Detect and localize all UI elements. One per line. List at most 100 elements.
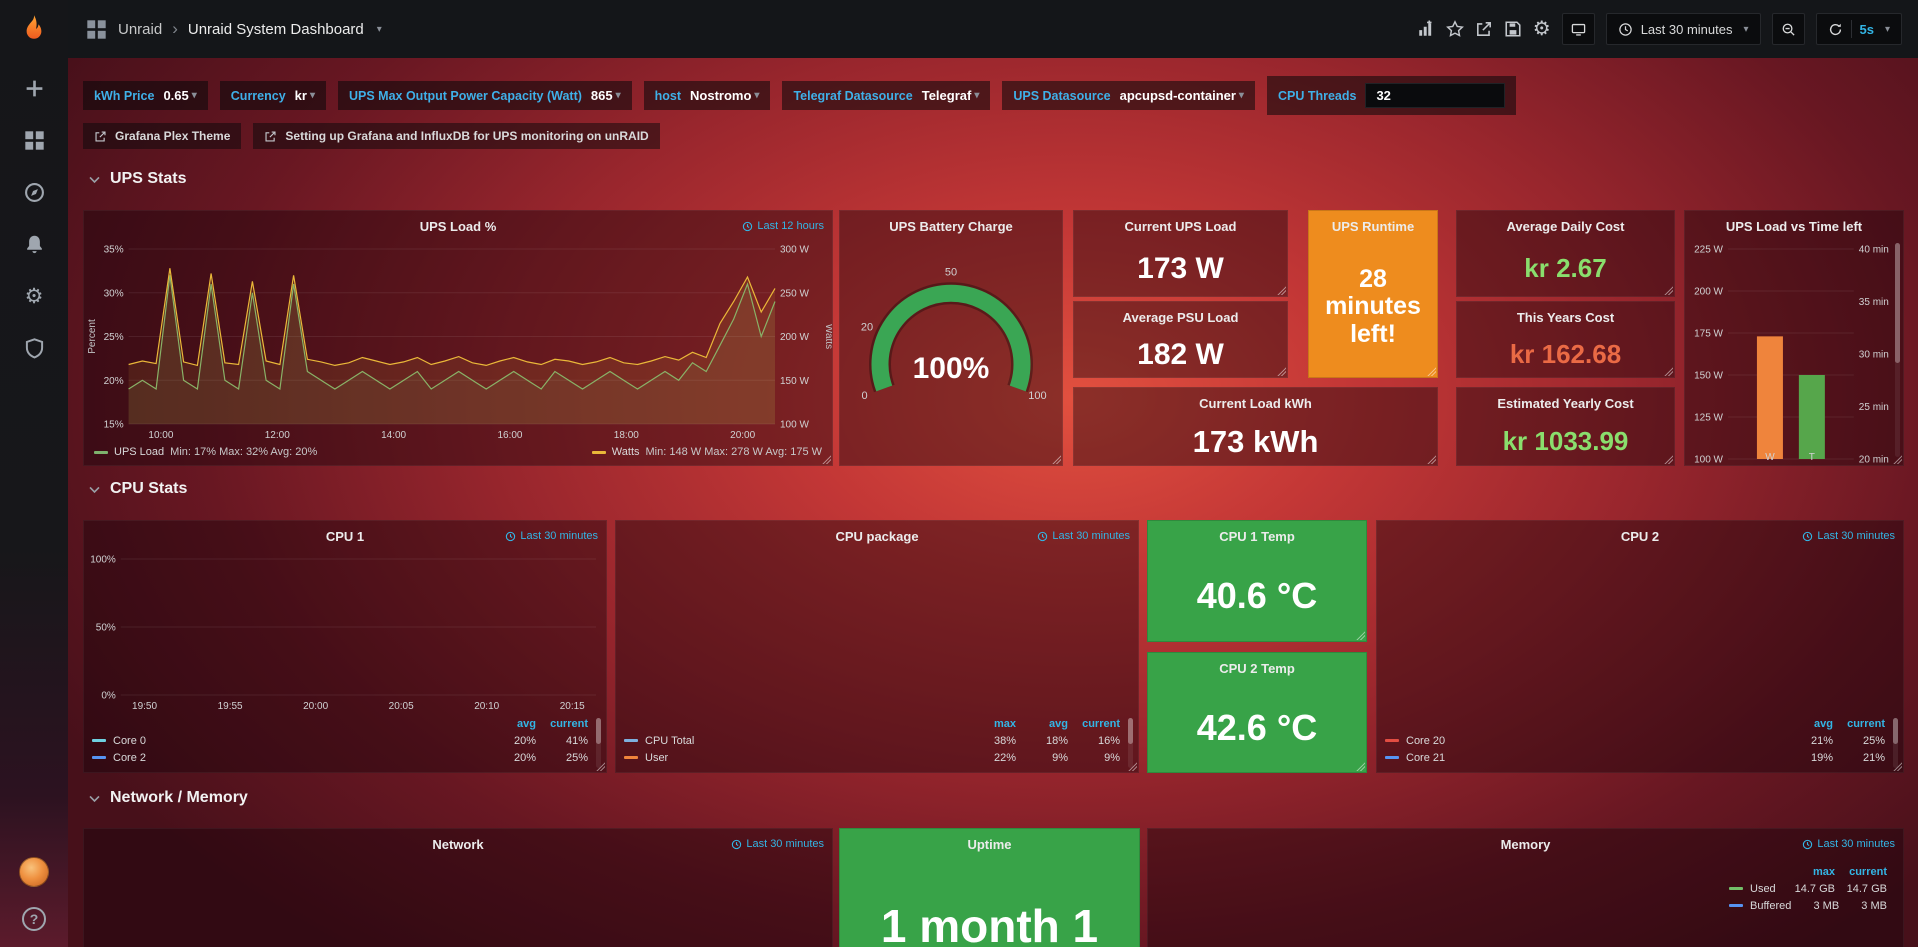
panel-title: Current Load kWh bbox=[1199, 395, 1312, 411]
legend-column-header[interactable]: current bbox=[1849, 865, 1887, 878]
panel-header[interactable]: Current UPS Load bbox=[1074, 211, 1287, 241]
zoom-out-button[interactable] bbox=[1771, 13, 1805, 45]
time-range-picker[interactable]: Last 30 minutes ▾ bbox=[1605, 13, 1761, 45]
grafana-logo-icon[interactable] bbox=[14, 10, 54, 50]
refresh-interval-label[interactable]: 5s bbox=[1859, 21, 1874, 37]
panel-header[interactable]: Network Last 30 minutes bbox=[84, 829, 832, 859]
series-marker bbox=[1385, 739, 1399, 742]
legend-item[interactable]: UPS Load Min: 17% Max: 32% Avg: 20% bbox=[94, 446, 317, 458]
panel-header[interactable]: CPU 2 Last 30 minutes bbox=[1377, 521, 1903, 551]
resize-handle[interactable] bbox=[822, 455, 831, 464]
legend-series-name[interactable]: Used bbox=[1729, 883, 1783, 895]
resize-handle[interactable] bbox=[1664, 286, 1673, 295]
memory-legend: max current Used 14.7 GB 14.7 GB Buffered 3 MB… bbox=[1727, 859, 1903, 947]
variable-value-dropdown[interactable]: 0.65 ▾ bbox=[163, 88, 197, 103]
panel-header[interactable]: This Years Cost bbox=[1457, 302, 1674, 332]
resize-handle[interactable] bbox=[1277, 367, 1286, 376]
panel-header[interactable]: UPS Load vs Time left bbox=[1685, 211, 1903, 241]
legend-column-header[interactable]: max bbox=[993, 717, 1016, 730]
variable-input[interactable]: 32 bbox=[1365, 83, 1506, 108]
legend-series-name[interactable]: User bbox=[624, 752, 964, 764]
panel-header[interactable]: UPS Runtime bbox=[1309, 211, 1437, 241]
legend-column-header[interactable]: avg bbox=[1814, 717, 1833, 730]
resize-handle[interactable] bbox=[1427, 455, 1436, 464]
legend-scrollbar[interactable] bbox=[1893, 718, 1898, 768]
row-header-network-memory[interactable]: Network / Memory bbox=[88, 789, 248, 807]
resize-handle[interactable] bbox=[1052, 455, 1061, 464]
resize-handle[interactable] bbox=[1277, 286, 1286, 295]
resize-handle[interactable] bbox=[1664, 367, 1673, 376]
variable-value-dropdown[interactable]: Nostromo ▾ bbox=[690, 88, 760, 103]
variable-value-dropdown[interactable]: Telegraf ▾ bbox=[921, 88, 980, 103]
explore-compass-icon[interactable] bbox=[22, 180, 46, 204]
help-icon[interactable]: ? bbox=[22, 907, 46, 931]
variable-chip: kWh Price 0.65 ▾ bbox=[83, 81, 208, 110]
row-header-cpu-stats[interactable]: CPU Stats bbox=[88, 480, 187, 498]
legend-series-name[interactable]: Core 2 bbox=[92, 752, 484, 764]
variable-value-dropdown[interactable]: 865 ▾ bbox=[590, 88, 621, 103]
save-icon[interactable] bbox=[1504, 20, 1522, 38]
resize-handle[interactable] bbox=[1893, 455, 1902, 464]
refresh-button[interactable]: 5s ▾ bbox=[1815, 13, 1902, 45]
panel-header[interactable]: Average PSU Load bbox=[1074, 302, 1287, 332]
resize-handle[interactable] bbox=[1128, 762, 1137, 771]
resize-handle[interactable] bbox=[1356, 631, 1365, 640]
dashboard-title[interactable]: Unraid System Dashboard bbox=[187, 20, 364, 38]
legend-series-name[interactable]: Core 20 bbox=[1385, 735, 1781, 747]
panel-header[interactable]: CPU 2 Temp bbox=[1148, 653, 1366, 683]
resize-handle[interactable] bbox=[1356, 762, 1365, 771]
legend-series-name[interactable]: CPU Total bbox=[624, 735, 964, 747]
svg-text:200 W: 200 W bbox=[1694, 287, 1723, 298]
create-plus-icon[interactable] bbox=[22, 76, 46, 100]
legend-column-header[interactable]: current bbox=[1847, 717, 1885, 730]
resize-handle[interactable] bbox=[1427, 367, 1436, 376]
configuration-gear-icon[interactable]: ⚙ bbox=[24, 284, 44, 308]
legend-column-header[interactable]: avg bbox=[517, 717, 536, 730]
variable-value-dropdown[interactable]: apcupsd-container ▾ bbox=[1119, 88, 1244, 103]
legend-column-header[interactable]: current bbox=[550, 717, 588, 730]
breadcrumb-root[interactable]: Unraid bbox=[118, 20, 163, 38]
legend-scrollbar[interactable] bbox=[596, 718, 601, 768]
star-icon[interactable] bbox=[1445, 20, 1464, 38]
user-avatar[interactable] bbox=[19, 857, 49, 887]
resize-handle[interactable] bbox=[1893, 762, 1902, 771]
panel-header[interactable]: CPU 1 Last 30 minutes bbox=[84, 521, 606, 551]
dashboard-title-caret-icon[interactable]: ▾ bbox=[376, 23, 382, 35]
alerting-bell-icon[interactable] bbox=[22, 232, 46, 256]
admin-shield-icon[interactable] bbox=[22, 336, 46, 360]
add-panel-icon[interactable] bbox=[1417, 20, 1435, 38]
panel-header[interactable]: Current Load kWh bbox=[1074, 388, 1437, 418]
settings-gear-icon[interactable]: ⚙ bbox=[1532, 18, 1551, 40]
panel-header[interactable]: Memory Last 30 minutes bbox=[1148, 829, 1903, 859]
panel-header[interactable]: CPU 1 Temp bbox=[1148, 521, 1366, 551]
legend-column-header[interactable]: current bbox=[1082, 717, 1120, 730]
panel-header[interactable]: UPS Load % Last 12 hours bbox=[84, 211, 832, 241]
share-icon[interactable] bbox=[1475, 20, 1493, 38]
panel-header[interactable]: Average Daily Cost bbox=[1457, 211, 1674, 241]
legend-series-name[interactable]: Core 0 bbox=[92, 735, 484, 747]
legend-column-header[interactable]: max bbox=[1812, 865, 1835, 878]
svg-text:100 W: 100 W bbox=[1694, 455, 1723, 466]
panel-header[interactable]: UPS Battery Charge bbox=[840, 211, 1062, 241]
legend-item[interactable]: Watts Min: 148 W Max: 278 W Avg: 175 W bbox=[591, 446, 822, 458]
row-header-ups-stats[interactable]: UPS Stats bbox=[88, 170, 186, 188]
panel-title: UPS Battery Charge bbox=[889, 218, 1013, 234]
legend-column-header[interactable]: avg bbox=[1049, 717, 1068, 730]
panel-header[interactable]: Estimated Yearly Cost bbox=[1457, 388, 1674, 418]
legend-series-name[interactable]: Buffered bbox=[1729, 900, 1791, 912]
panel-header[interactable]: Uptime bbox=[840, 829, 1139, 859]
legend-series-name[interactable]: Core 21 bbox=[1385, 752, 1781, 764]
panel-header[interactable]: CPU package Last 30 minutes bbox=[616, 521, 1138, 551]
dashboards-icon[interactable] bbox=[22, 128, 46, 152]
resize-handle[interactable] bbox=[1664, 455, 1673, 464]
dashboard-link[interactable]: Setting up Grafana and InfluxDB for UPS … bbox=[253, 123, 660, 149]
panel-scrollbar[interactable] bbox=[1895, 243, 1900, 457]
refresh-caret-icon[interactable]: ▾ bbox=[1884, 23, 1890, 35]
resize-handle[interactable] bbox=[596, 762, 605, 771]
cycle-view-button[interactable] bbox=[1561, 13, 1595, 45]
dashboard-link[interactable]: Grafana Plex Theme bbox=[83, 123, 242, 149]
ups-bar-chart: 225 W 200 W 175 W 150 W 125 W 100 W 40 min 35 m… bbox=[1685, 241, 1903, 466]
legend-scrollbar[interactable] bbox=[1128, 718, 1133, 768]
svg-text:20:15: 20:15 bbox=[560, 701, 585, 712]
variable-value-dropdown[interactable]: kr ▾ bbox=[294, 88, 315, 103]
